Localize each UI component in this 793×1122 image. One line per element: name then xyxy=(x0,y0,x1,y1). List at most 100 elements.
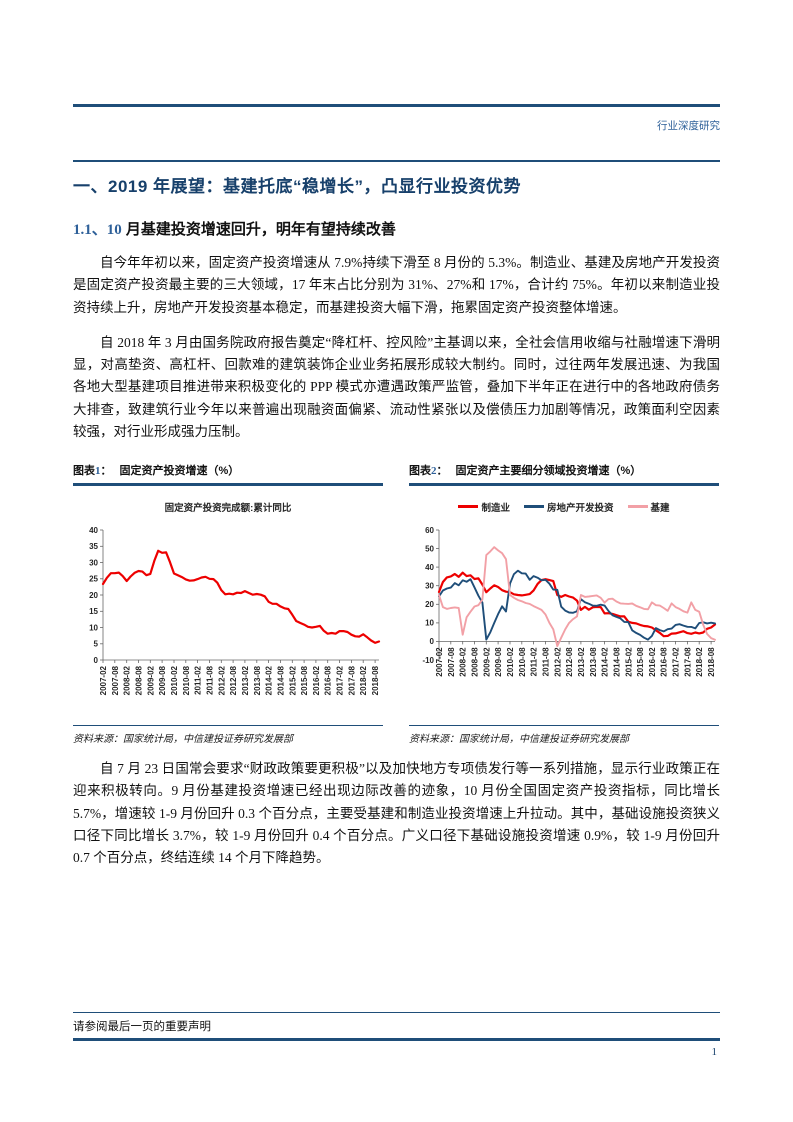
svg-text:2012-08: 2012-08 xyxy=(565,646,574,676)
svg-text:2015-02: 2015-02 xyxy=(288,665,297,695)
svg-text:2016-02: 2016-02 xyxy=(648,646,657,676)
svg-text:2011-08: 2011-08 xyxy=(542,646,551,675)
svg-text:2015-08: 2015-08 xyxy=(300,665,309,695)
paragraph-3: 自 7 月 23 日国常会要求“财政政策要更积极”以及加快地方专项债发行等一系列… xyxy=(73,761,720,866)
figure-1: 图表1： 固定资产投资增速（%） 固定资产投资完成额:累计同比 0 5 10 15 20 2… xyxy=(73,462,383,745)
svg-text:2009-02: 2009-02 xyxy=(146,665,155,695)
figures-row: 图表1： 固定资产投资增速（%） 固定资产投资完成额:累计同比 0 5 10 15 20 2… xyxy=(73,462,720,745)
subsection-number: 1.1、10 xyxy=(73,222,122,238)
svg-text:2012-08: 2012-08 xyxy=(229,665,238,695)
figure-1-legend: 固定资产投资完成额:累计同比 xyxy=(164,502,292,514)
svg-text:2009-02: 2009-02 xyxy=(482,646,491,676)
figure-2-source-rule xyxy=(409,724,719,727)
paragraph-1: 自今年年初以来，固定资产投资增速从 7.9%持续下滑至 8 月份的 5.3%。制… xyxy=(73,255,720,315)
manufacturing-line-marker xyxy=(458,505,479,508)
figure-1-source-rule xyxy=(73,724,383,727)
section-title: 一、2019 年展望：基建托底“稳增长”，凸显行业投资优势 xyxy=(73,177,522,196)
paragraph-2: 自 2018 年 3 月由国务院政府报告奠定“降杠杆、控风险”主基调以来，全社会… xyxy=(73,334,720,439)
svg-text:-10: -10 xyxy=(422,655,434,664)
svg-text:2016-02: 2016-02 xyxy=(312,665,321,695)
figure-1-source: 资料来源：国家统计局，中信建投证券研究发展部 xyxy=(73,734,293,746)
svg-text:2008-02: 2008-02 xyxy=(123,665,132,695)
figure-1-caption-number: 1 xyxy=(95,465,101,478)
title-rule xyxy=(73,159,720,162)
legend-label-realestate: 房地产开发投资 xyxy=(546,502,614,514)
svg-text:2007-08: 2007-08 xyxy=(111,665,120,695)
legend-item-manufacturing: 制造业 xyxy=(458,500,510,514)
page-number: 1 xyxy=(711,1046,718,1058)
figure-2-caption-colon: ： xyxy=(436,465,448,478)
svg-text:2013-02: 2013-02 xyxy=(577,646,586,676)
svg-text:2010-02: 2010-02 xyxy=(506,646,515,676)
svg-text:2007-02: 2007-02 xyxy=(99,665,108,695)
svg-text:2010-02: 2010-02 xyxy=(170,665,179,695)
svg-text:2012-02: 2012-02 xyxy=(217,665,226,695)
svg-text:5: 5 xyxy=(94,639,99,648)
figure-2-source: 资料来源：国家统计局，中信建投证券研究发展部 xyxy=(409,734,629,746)
footer-thin-rule xyxy=(73,1012,720,1013)
svg-text:2015-02: 2015-02 xyxy=(624,646,633,676)
svg-text:15: 15 xyxy=(89,607,98,616)
figure-2-caption-label: 图表 xyxy=(409,465,431,478)
svg-text:30: 30 xyxy=(425,581,434,590)
svg-text:2017-08: 2017-08 xyxy=(347,665,356,695)
figure-1-caption: 图表1： 固定资产投资增速（%） xyxy=(73,462,383,483)
svg-text:2017-08: 2017-08 xyxy=(683,646,692,676)
svg-text:2018-02: 2018-02 xyxy=(695,646,704,676)
figure-1-caption-title: 固定资产投资增速（%） xyxy=(119,465,240,478)
svg-text:10: 10 xyxy=(89,623,98,632)
svg-text:35: 35 xyxy=(89,542,98,551)
svg-text:2009-08: 2009-08 xyxy=(494,646,503,676)
svg-text:2015-08: 2015-08 xyxy=(636,646,645,676)
svg-text:2014-08: 2014-08 xyxy=(612,646,621,676)
svg-text:2014-02: 2014-02 xyxy=(265,665,274,695)
legend-item-realestate: 房地产开发投资 xyxy=(523,500,614,514)
svg-text:2010-08: 2010-08 xyxy=(518,646,527,676)
svg-text:2013-02: 2013-02 xyxy=(241,665,250,695)
figure-2: 图表2： 固定资产主要细分领域投资增速（%） 制造业 房地产开发投资 基建 -10… xyxy=(409,462,719,745)
footer-disclaimer: 请参阅最后一页的重要声明 xyxy=(73,1021,211,1033)
svg-text:2007-08: 2007-08 xyxy=(447,646,456,676)
subsection-title: 1.1、10 月基建投资增速回升，明年有望持续改善 xyxy=(73,218,720,239)
svg-text:2014-08: 2014-08 xyxy=(276,665,285,695)
footer-thick-rule xyxy=(73,1038,720,1041)
figure-2-caption-title: 固定资产主要细分领域投资增速（%） xyxy=(455,465,642,478)
figure-2-legend: 制造业 房地产开发投资 基建 xyxy=(409,500,719,514)
header-top-rule xyxy=(73,104,720,107)
figure-1-caption-label: 图表 xyxy=(73,465,95,478)
svg-text:40: 40 xyxy=(425,563,434,572)
subsection-text: 月基建投资增速回升，明年有望持续改善 xyxy=(121,221,396,238)
figure-1-caption-rule xyxy=(73,483,383,486)
figure-2-caption-rule xyxy=(409,483,719,486)
svg-text:2010-08: 2010-08 xyxy=(182,665,191,695)
svg-text:50: 50 xyxy=(425,544,434,553)
infrastructure-line-marker xyxy=(627,505,648,508)
page-header: 行业深度研究 xyxy=(73,116,720,134)
legend-label-manufacturing: 制造业 xyxy=(481,502,510,514)
svg-text:20: 20 xyxy=(89,590,98,599)
svg-text:2013-08: 2013-08 xyxy=(589,646,598,676)
svg-text:2008-08: 2008-08 xyxy=(471,646,480,676)
svg-text:2009-08: 2009-08 xyxy=(158,665,167,695)
legend-label-infrastructure: 基建 xyxy=(650,502,670,514)
svg-text:2014-02: 2014-02 xyxy=(601,646,610,676)
svg-text:2007-02: 2007-02 xyxy=(435,646,444,676)
legend-item-infrastructure: 基建 xyxy=(627,500,670,514)
svg-text:10: 10 xyxy=(425,618,434,627)
svg-text:30: 30 xyxy=(89,558,98,567)
figure-2-caption: 图表2： 固定资产主要细分领域投资增速（%） xyxy=(409,462,719,483)
svg-text:0: 0 xyxy=(430,637,435,646)
svg-text:40: 40 xyxy=(89,525,98,534)
svg-text:0: 0 xyxy=(94,655,99,664)
svg-text:2008-02: 2008-02 xyxy=(459,646,468,676)
svg-text:2018-08: 2018-08 xyxy=(371,665,380,695)
svg-text:2016-08: 2016-08 xyxy=(324,665,333,695)
header-label: 行业深度研究 xyxy=(657,119,720,132)
svg-text:2016-08: 2016-08 xyxy=(660,646,669,676)
svg-text:2011-02: 2011-02 xyxy=(194,665,203,694)
svg-text:2018-08: 2018-08 xyxy=(707,646,716,676)
realestate-line-marker xyxy=(523,505,544,508)
